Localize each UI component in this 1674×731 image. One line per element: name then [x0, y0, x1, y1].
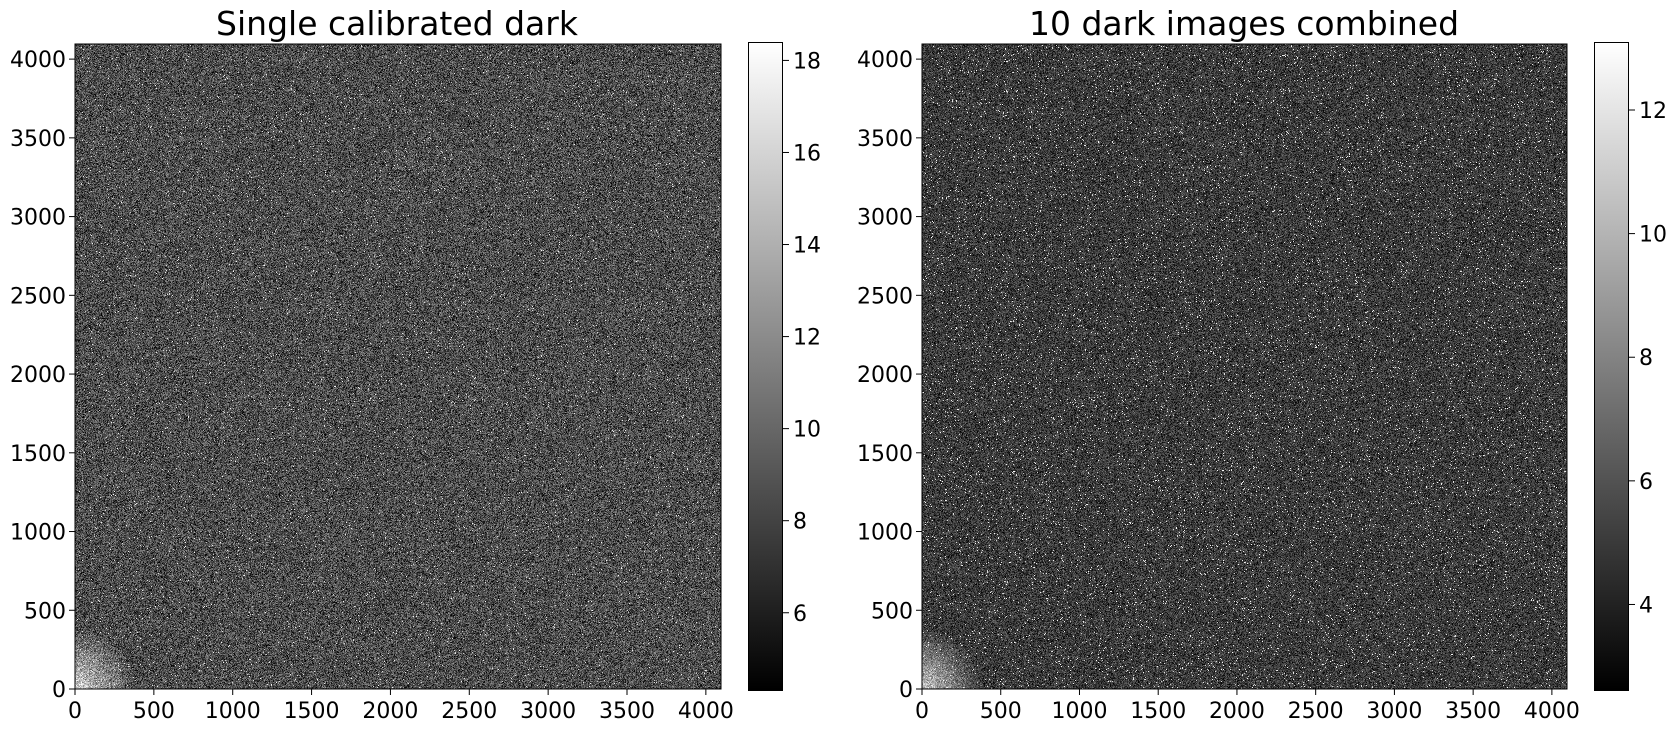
left-panel-title: Single calibrated dark	[216, 4, 578, 43]
right-y-tick-label: 1500	[857, 442, 913, 467]
right-axes-frame	[921, 43, 1568, 690]
right-x-tick-label: 4000	[1524, 699, 1580, 724]
right-y-tick-label: 2000	[857, 363, 913, 388]
left-y-tick-label: 500	[24, 599, 66, 624]
left-colorbar-tick-label: 12	[793, 326, 821, 351]
left-y-tick-label: 2000	[10, 363, 66, 388]
right-y-tick-label: 2500	[857, 284, 913, 309]
right-x-tick-label: 500	[980, 699, 1022, 724]
right-dark-image	[922, 44, 1567, 689]
right-panel-title: 10 dark images combined	[1028, 4, 1460, 43]
left-y-tick-label: 3000	[10, 206, 66, 231]
right-y-tick-label: 500	[871, 599, 913, 624]
left-x-tick-label: 2000	[362, 699, 418, 724]
left-x-tick-label: 2500	[441, 699, 497, 724]
left-y-tick-label: 2500	[10, 284, 66, 309]
left-colorbar-tick-label: 18	[793, 49, 821, 74]
left-x-tick-label: 1000	[205, 699, 261, 724]
right-x-tick-label: 2500	[1288, 699, 1344, 724]
right-y-tick-label: 0	[899, 678, 913, 703]
right-colorbar-tick-label: 10	[1639, 223, 1667, 248]
left-colorbar-tick-label: 10	[793, 418, 821, 443]
right-y-tick-label: 4000	[857, 48, 913, 73]
right-colorbar-tick-label: 4	[1639, 593, 1653, 618]
left-y-tick-label: 3500	[10, 127, 66, 152]
right-y-tick-label: 1000	[857, 521, 913, 546]
right-x-tick-label: 3000	[1366, 699, 1422, 724]
left-y-tick-label: 1500	[10, 442, 66, 467]
right-colorbar-tick-label: 12	[1639, 99, 1667, 124]
left-colorbar	[748, 42, 783, 691]
right-colorbar-tick-label: 8	[1639, 346, 1653, 371]
left-x-tick-label: 3500	[599, 699, 655, 724]
left-y-tick-label: 4000	[10, 48, 66, 73]
left-colorbar-tick-label: 8	[793, 510, 807, 535]
left-x-tick-label: 4000	[678, 699, 734, 724]
right-colorbar-tick-label: 6	[1639, 470, 1653, 495]
left-x-tick-label: 1500	[284, 699, 340, 724]
right-x-tick-label: 2000	[1209, 699, 1265, 724]
left-x-tick-label: 3000	[520, 699, 576, 724]
right-x-tick-label: 1000	[1051, 699, 1107, 724]
right-colorbar	[1594, 42, 1629, 691]
left-axes-frame	[74, 43, 722, 690]
right-y-tick-label: 3000	[857, 206, 913, 231]
right-y-tick-label: 3500	[857, 127, 913, 152]
left-y-tick-label: 1000	[10, 521, 66, 546]
right-x-tick-label: 3500	[1445, 699, 1501, 724]
left-y-tick-label: 0	[52, 678, 66, 703]
right-x-tick-label: 0	[915, 699, 929, 724]
left-x-tick-label: 500	[133, 699, 175, 724]
left-colorbar-tick-label: 6	[793, 602, 807, 627]
left-colorbar-tick-label: 16	[793, 141, 821, 166]
right-x-tick-label: 1500	[1130, 699, 1186, 724]
left-x-tick-label: 0	[68, 699, 82, 724]
left-colorbar-tick-label: 14	[793, 234, 821, 259]
left-dark-image	[75, 44, 721, 689]
